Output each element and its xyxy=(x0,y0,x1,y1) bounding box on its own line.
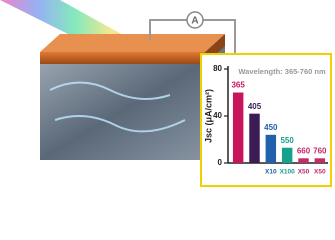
category-label: 365 xyxy=(231,81,245,90)
channel xyxy=(49,81,186,133)
crystal-layer xyxy=(40,62,205,160)
y-axis-label: Jsc (μA/cm²) xyxy=(203,89,213,143)
wire xyxy=(149,19,236,55)
bar xyxy=(249,113,260,163)
figure: A Wavelength: 365-760 nm Jsc (μA/cm²) 0 4… xyxy=(0,0,332,187)
category-label: 760 xyxy=(313,146,327,155)
multiplier-label: X100 xyxy=(280,169,296,176)
y-tick-label: 80 xyxy=(213,64,222,73)
bar xyxy=(314,158,326,163)
category-label: 405 xyxy=(248,102,262,111)
top-electrode xyxy=(40,52,205,64)
multiplier-label: X50 xyxy=(298,169,310,176)
chart-panel xyxy=(200,53,332,187)
ammeter xyxy=(186,11,204,29)
category-label: 550 xyxy=(280,136,294,145)
category-label: 660 xyxy=(297,146,311,155)
chart-title: Wavelength: 365-760 nm xyxy=(238,67,326,76)
multiplier-label: X50 xyxy=(314,169,326,176)
category-label: 450 xyxy=(264,123,278,132)
bar xyxy=(281,147,293,163)
bar xyxy=(298,158,309,163)
bar xyxy=(265,134,277,163)
y-tick-label: 40 xyxy=(213,111,222,120)
bar xyxy=(232,92,244,163)
panel-label: A xyxy=(191,16,198,27)
top-electrode-top xyxy=(40,34,225,52)
multiplier-label: X10 xyxy=(265,169,277,176)
y-tick-label: 0 xyxy=(218,158,223,167)
